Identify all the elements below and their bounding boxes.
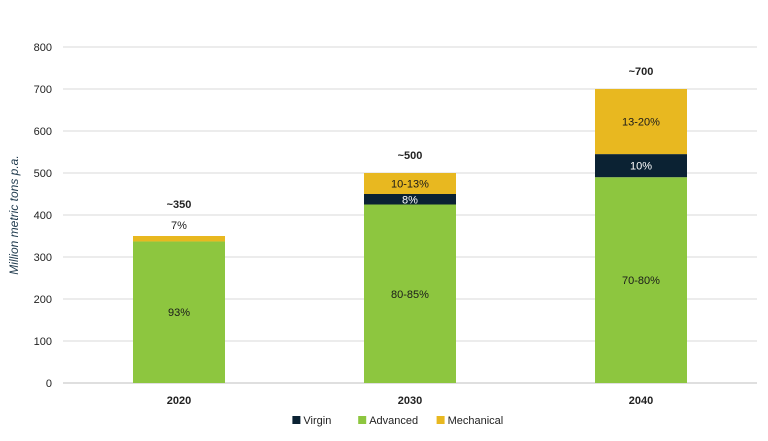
total-label-2020: ~350 [167,199,192,211]
y-tick-label: 200 [34,294,52,306]
legend-label-mechanical: Mechanical [448,415,504,427]
data-label-mechanical-2040: 13-20% [622,117,660,129]
bar-segment-advanced-2040 [595,177,687,383]
bar-segment-virgin-2030 [364,194,456,205]
legend-label-virgin: Virgin [303,415,331,427]
y-tick-label: 300 [34,252,52,264]
y-axis-ticks: 0 100 200 300 400 500 600 700 800 [34,42,52,390]
bar-segment-virgin-2040 [595,154,687,178]
data-label-mechanical-2030: 10-13% [391,179,429,191]
total-label-2040: ~700 [629,66,654,78]
segment-labels: 93% 7% ~350 80-85% 8% 10-13% ~500 70-80% 10% 13-2… [167,66,661,319]
legend-swatch-advanced [358,416,367,424]
total-label-2030: ~500 [398,150,423,162]
data-label-virgin-2030: 8% [402,194,418,206]
data-label-advanced-2020: 93% [168,307,190,319]
legend-swatch-virgin [292,416,301,424]
legend: Virgin Advanced Mechanical [292,415,503,427]
bar-segment-mechanical-2020 [133,236,225,242]
y-tick-label: 800 [34,42,52,54]
bars [133,89,687,383]
y-tick-label: 0 [46,378,52,390]
bar-segment-advanced-2020 [133,241,225,383]
x-tick-label: 2020 [167,395,191,407]
y-axis-title: Million metric tons p.a. [7,155,21,274]
bar-segment-mechanical-2040 [595,89,687,155]
y-tick-label: 400 [34,210,52,222]
data-label-advanced-2040: 70-80% [622,275,660,287]
data-label-mechanical-2020: 7% [171,220,187,232]
bar-segment-mechanical-2030 [364,173,456,194]
y-tick-label: 500 [34,168,52,180]
y-tick-label: 700 [34,84,52,96]
data-label-advanced-2030: 80-85% [391,289,429,301]
legend-label-advanced: Advanced [369,415,418,427]
x-axis-ticks: 2020 2030 2040 [167,395,653,407]
x-tick-label: 2040 [629,395,653,407]
data-label-virgin-2040: 10% [630,161,652,173]
y-tick-label: 100 [34,336,52,348]
bar-segment-advanced-2030 [364,204,456,383]
legend-swatch-mechanical [436,416,445,424]
y-tick-label: 600 [34,126,52,138]
x-tick-label: 2030 [398,395,422,407]
